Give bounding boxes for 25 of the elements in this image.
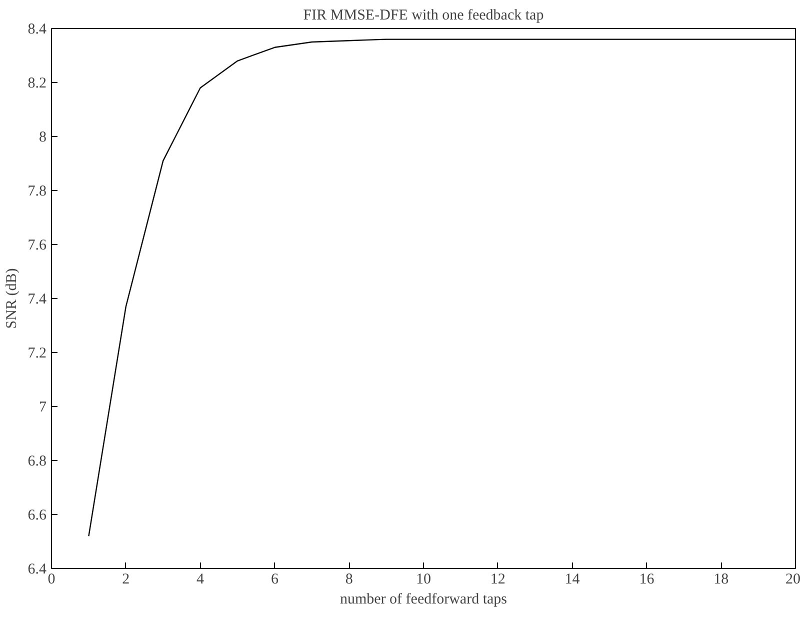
x-tick-label: 2 xyxy=(122,572,130,588)
y-tick-label: 7.2 xyxy=(28,346,46,362)
y-tick-label: 7.4 xyxy=(28,292,47,308)
x-tick-label: 4 xyxy=(196,572,205,588)
x-tick-label: 0 xyxy=(48,572,56,588)
y-tick-label: 7.8 xyxy=(28,184,46,200)
chart-title: FIR MMSE-DFE with one feedback tap xyxy=(303,8,544,24)
y-axis-title: SNR (dB) xyxy=(4,268,20,329)
y-tick-label: 8.2 xyxy=(28,76,46,92)
y-tick-label: 6.8 xyxy=(28,454,46,470)
x-tick-label: 8 xyxy=(345,572,353,588)
x-tick-label: 16 xyxy=(639,572,655,588)
x-tick-label: 20 xyxy=(786,572,800,588)
y-tick-label: 7 xyxy=(39,400,47,416)
y-tick-label: 6.6 xyxy=(28,508,47,524)
x-axis-title: number of feedforward taps xyxy=(340,592,508,608)
y-tick-label: 8.4 xyxy=(28,22,47,38)
y-tick-label: 8 xyxy=(39,130,46,146)
x-tick-label: 12 xyxy=(490,572,506,588)
x-tick-label: 10 xyxy=(416,572,431,588)
x-tick-label: 14 xyxy=(564,572,580,588)
x-tick-label: 18 xyxy=(714,572,729,588)
y-tick-label: 7.6 xyxy=(28,238,47,254)
x-tick-label: 6 xyxy=(270,572,279,588)
y-tick-label: 6.4 xyxy=(28,562,47,578)
